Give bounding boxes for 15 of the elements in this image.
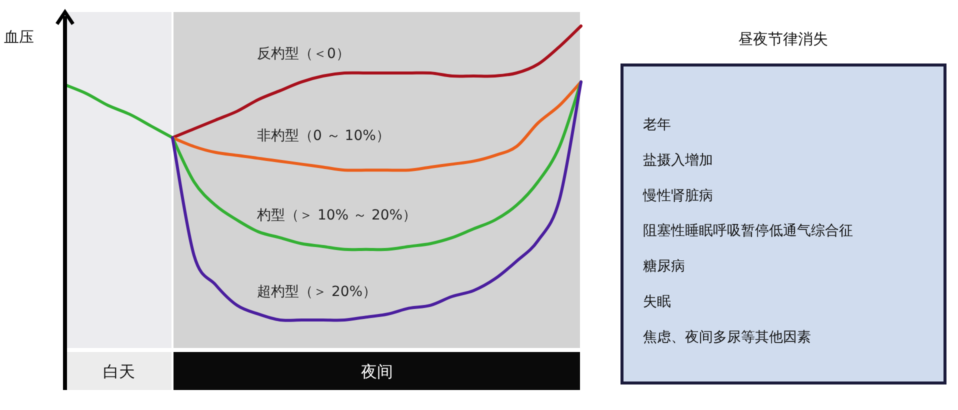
- text: 盐摄入增加: [643, 152, 713, 168]
- text: 焦虑、夜间多尿等其他因素: [643, 329, 811, 346]
- series-label: 反杓型（＜0）: [257, 46, 350, 62]
- text: 阻塞性睡眠呼吸暂停低通气综合征: [643, 223, 853, 240]
- text: 昼夜节律消失: [738, 30, 828, 48]
- text: 失眠: [643, 294, 671, 310]
- series-label: 非杓型（0 ～ 10%）: [257, 128, 390, 144]
- text: 老年: [643, 117, 671, 133]
- series-label: 超杓型（＞ 20%）: [257, 284, 377, 300]
- text: 白天: [102, 362, 135, 381]
- series-label: 杓型（＞ 10% ～ 20%）: [256, 208, 417, 224]
- y-axis-title: 血压: [4, 28, 34, 46]
- text: 慢性肾脏病: [642, 188, 713, 204]
- text: 夜间: [360, 362, 393, 381]
- text: 糖尿病: [643, 258, 685, 275]
